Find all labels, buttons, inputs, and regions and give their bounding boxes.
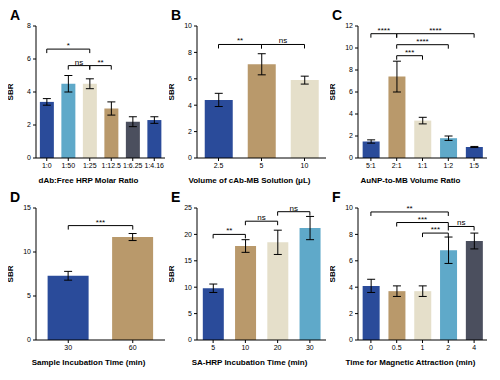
svg-text:ns: ns <box>279 36 287 45</box>
svg-text:0: 0 <box>369 344 373 351</box>
svg-text:1:1: 1:1 <box>418 162 428 169</box>
html-text:D: D <box>10 189 21 205</box>
svg-text:4: 4 <box>349 110 353 117</box>
svg-text:8: 8 <box>349 66 353 73</box>
svg-text:0: 0 <box>188 154 192 161</box>
svg-text:60: 60 <box>129 344 137 351</box>
svg-text:20: 20 <box>184 231 192 238</box>
svg-text:ns: ns <box>457 218 465 227</box>
svg-text:ns: ns <box>257 213 265 222</box>
svg-text:5:1: 5:1 <box>366 162 376 169</box>
svg-text:6: 6 <box>349 88 353 95</box>
svg-text:2: 2 <box>446 344 450 351</box>
svg-text:1:50: 1:50 <box>61 162 75 169</box>
svg-text:****: **** <box>416 37 428 46</box>
svg-text:1:6.25: 1:6.25 <box>123 162 143 169</box>
svg-text:8: 8 <box>27 22 31 29</box>
svg-text:2.5: 2.5 <box>214 162 224 169</box>
svg-text:1: 1 <box>421 344 425 351</box>
svg-text:SBR: SBR <box>169 83 176 100</box>
svg-text:0: 0 <box>188 336 192 343</box>
svg-text:4: 4 <box>188 102 192 109</box>
html-text:Sample Incubation Time (min): Sample Incubation Time (min) <box>31 358 146 367</box>
svg-text:5: 5 <box>188 310 192 317</box>
svg-text:8: 8 <box>349 231 353 238</box>
svg-text:4: 4 <box>472 344 476 351</box>
svg-text:***: *** <box>405 48 414 57</box>
svg-text:**: ** <box>97 58 103 67</box>
svg-text:***: *** <box>418 215 427 224</box>
svg-text:6: 6 <box>349 257 353 264</box>
svg-text:1:25: 1:25 <box>83 162 97 169</box>
svg-text:10: 10 <box>345 204 353 211</box>
html-text:Time for Magnetic Attraction (: Time for Magnetic Attraction (min) <box>345 358 476 367</box>
svg-text:*: * <box>67 41 70 50</box>
svg-text:1:5: 1:5 <box>469 162 479 169</box>
svg-text:2: 2 <box>188 128 192 135</box>
html-text:Volume of cAb-MB Solution (μL): Volume of cAb-MB Solution (μL) <box>188 176 311 185</box>
svg-text:5: 5 <box>27 292 31 299</box>
svg-text:15: 15 <box>184 257 192 264</box>
svg-text:SBR: SBR <box>8 265 15 282</box>
html-text:C: C <box>332 7 343 23</box>
svg-text:20: 20 <box>274 344 282 351</box>
svg-text:2: 2 <box>27 121 31 128</box>
svg-text:0: 0 <box>27 154 31 161</box>
svg-text:2:1: 2:1 <box>392 162 402 169</box>
svg-text:30: 30 <box>64 344 72 351</box>
svg-text:1:0: 1:0 <box>42 162 52 169</box>
html-text:dAb:Free HRP Molar Ratio: dAb:Free HRP Molar Ratio <box>38 176 139 185</box>
svg-text:5: 5 <box>211 344 215 351</box>
svg-text:ns: ns <box>290 204 298 213</box>
svg-text:0: 0 <box>27 336 31 343</box>
svg-text:5: 5 <box>260 162 264 169</box>
svg-text:4: 4 <box>349 284 353 291</box>
svg-text:25: 25 <box>184 204 192 211</box>
svg-text:4: 4 <box>27 88 31 95</box>
svg-text:***: *** <box>96 218 105 227</box>
svg-text:****: **** <box>378 26 390 35</box>
svg-text:10: 10 <box>184 284 192 291</box>
html-text:B: B <box>171 7 182 23</box>
svg-text:**: ** <box>237 36 243 45</box>
svg-text:10: 10 <box>241 344 249 351</box>
svg-text:1:12.5: 1:12.5 <box>102 162 122 169</box>
svg-text:10: 10 <box>345 44 353 51</box>
svg-text:1:2: 1:2 <box>443 162 453 169</box>
svg-text:0: 0 <box>349 154 353 161</box>
svg-text:0.5: 0.5 <box>392 344 402 351</box>
html-text:A: A <box>10 7 21 23</box>
svg-text:10: 10 <box>23 248 31 255</box>
svg-text:SBR: SBR <box>169 265 176 282</box>
svg-text:1:4.16: 1:4.16 <box>145 162 165 169</box>
html-text:E: E <box>171 189 181 205</box>
svg-text:12: 12 <box>345 22 353 29</box>
html-text:AuNP-to-MB Volume Ratio: AuNP-to-MB Volume Ratio <box>360 176 461 185</box>
svg-text:SBR: SBR <box>330 83 337 100</box>
svg-text:***: *** <box>431 225 440 234</box>
svg-text:10: 10 <box>184 22 192 29</box>
svg-text:6: 6 <box>188 75 192 82</box>
svg-text:0: 0 <box>349 336 353 343</box>
svg-text:SBR: SBR <box>330 265 337 282</box>
svg-text:30: 30 <box>306 344 314 351</box>
svg-text:**: ** <box>406 204 412 213</box>
svg-text:**: ** <box>226 226 232 235</box>
svg-text:10: 10 <box>301 162 309 169</box>
svg-text:8: 8 <box>188 49 192 56</box>
svg-text:****: **** <box>429 26 441 35</box>
html-text:SA-HRP Incubation Time (min): SA-HRP Incubation Time (min) <box>191 358 308 367</box>
svg-text:2: 2 <box>349 132 353 139</box>
svg-text:15: 15 <box>23 204 31 211</box>
html-text:F: F <box>332 189 341 205</box>
svg-text:6: 6 <box>27 55 31 62</box>
svg-text:ns: ns <box>75 58 83 67</box>
svg-text:2: 2 <box>349 310 353 317</box>
svg-text:SBR: SBR <box>8 83 15 100</box>
